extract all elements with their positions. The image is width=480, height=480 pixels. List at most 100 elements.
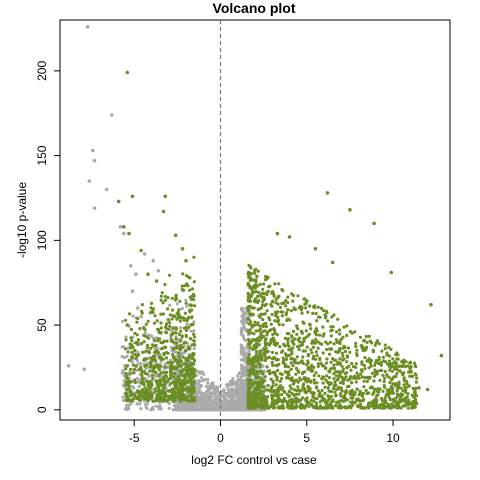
data-point: [332, 342, 336, 346]
data-point: [337, 385, 341, 390]
data-point: [215, 408, 219, 412]
data-point: [280, 301, 284, 305]
data-point: [394, 382, 398, 386]
data-point: [274, 351, 279, 355]
data-point: [171, 326, 175, 330]
data-point: [184, 301, 188, 305]
data-point: [82, 367, 86, 372]
data-point: [256, 395, 260, 399]
data-point: [232, 388, 237, 393]
data-point: [177, 374, 181, 378]
data-point: [252, 332, 256, 336]
data-point: [134, 272, 138, 277]
data-point: [382, 380, 386, 384]
data-point: [246, 317, 250, 321]
data-point: [179, 329, 183, 333]
data-point: [158, 363, 162, 368]
data-point: [151, 336, 155, 340]
data-point: [264, 321, 268, 325]
data-point: [136, 316, 140, 321]
data-point: [334, 383, 338, 387]
data-point: [375, 339, 380, 343]
data-point: [193, 304, 197, 308]
data-point: [336, 317, 340, 321]
data-point: [142, 252, 147, 256]
data-point: [169, 361, 173, 365]
data-point: [261, 394, 265, 398]
data-point: [389, 270, 394, 275]
data-point: [173, 372, 177, 376]
data-point: [331, 398, 335, 402]
data-point: [123, 356, 127, 360]
data-point: [135, 320, 139, 324]
data-point: [303, 302, 307, 306]
data-point: [256, 359, 260, 363]
data-point: [185, 387, 189, 391]
data-point: [145, 391, 149, 395]
data-point: [318, 400, 322, 404]
data-point: [263, 351, 267, 356]
data-point: [265, 277, 269, 281]
data-point: [164, 325, 168, 329]
data-point: [272, 402, 276, 406]
data-point: [261, 287, 265, 291]
data-point: [151, 308, 155, 312]
data-point: [365, 340, 369, 345]
data-point: [353, 330, 357, 334]
data-point: [161, 301, 165, 305]
data-point: [147, 351, 152, 355]
data-point: [156, 384, 160, 388]
data-point: [237, 401, 242, 405]
data-point: [388, 406, 392, 410]
data-point: [304, 391, 308, 395]
data-point: [186, 317, 190, 321]
data-point: [381, 355, 385, 359]
data-point: [236, 384, 240, 388]
data-point: [92, 158, 97, 163]
data-point: [294, 406, 298, 410]
data-point: [135, 376, 139, 380]
data-point: [255, 350, 259, 354]
data-point: [302, 321, 306, 325]
data-point: [136, 380, 140, 384]
data-point: [269, 322, 273, 326]
data-point: [290, 352, 294, 356]
data-point: [366, 404, 370, 408]
data-point: [251, 338, 255, 342]
data-point: [296, 369, 300, 373]
data-point: [179, 316, 183, 320]
data-point: [258, 327, 262, 331]
data-point: [280, 314, 284, 318]
data-point: [296, 398, 300, 402]
data-point: [323, 366, 328, 371]
data-point: [151, 376, 155, 380]
data-point: [290, 292, 294, 296]
data-point: [276, 387, 280, 391]
data-point: [288, 318, 292, 322]
data-point: [163, 390, 167, 394]
data-point: [367, 334, 371, 338]
data-point: [320, 388, 324, 393]
data-point: [185, 373, 189, 377]
data-point: [270, 350, 275, 354]
data-point: [165, 339, 169, 343]
data-point: [240, 331, 244, 335]
data-point: [163, 282, 167, 287]
data-point: [164, 356, 169, 360]
data-point: [318, 356, 322, 360]
data-point: [261, 303, 265, 307]
data-point: [354, 344, 358, 349]
data-point: [120, 345, 124, 349]
data-point: [278, 305, 283, 309]
data-point: [338, 381, 343, 385]
data-point: [243, 407, 247, 411]
data-point: [287, 395, 291, 399]
data-point: [289, 386, 293, 391]
data-point: [375, 369, 379, 374]
data-point: [168, 324, 172, 328]
data-point: [281, 360, 285, 364]
data-point: [170, 371, 174, 375]
x-axis-title: log2 FC control vs case: [191, 453, 317, 467]
data-point: [139, 248, 143, 253]
data-point: [365, 359, 369, 363]
